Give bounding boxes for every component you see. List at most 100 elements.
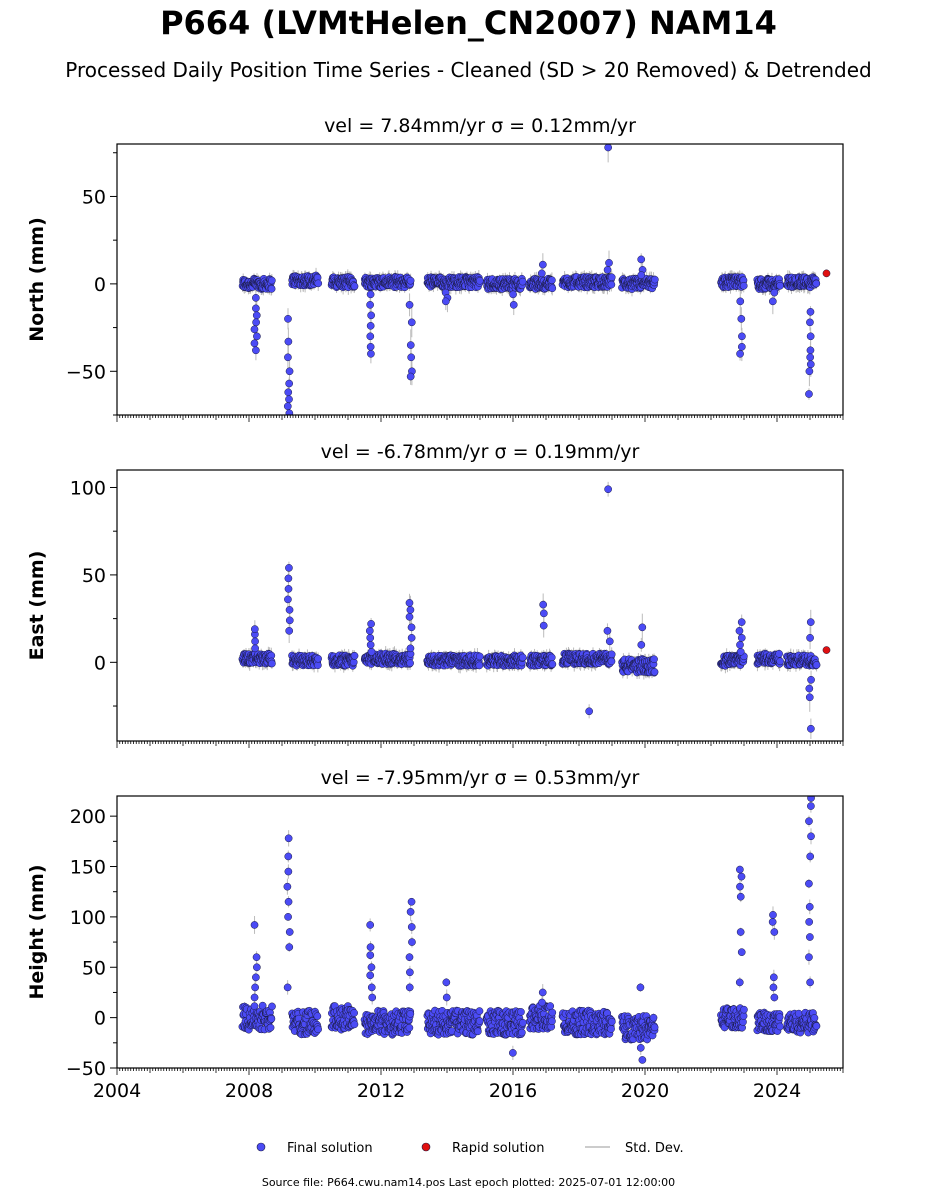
final-point	[314, 654, 322, 663]
final-point	[737, 342, 746, 351]
final-point	[585, 707, 593, 716]
final-point	[768, 297, 777, 306]
final-point	[806, 307, 815, 316]
figure-subtitle: Processed Daily Position Time Series - C…	[65, 58, 872, 82]
panel-1: vel = 7.84mm/yr σ = 0.12mm/yr North (mm)−…	[26, 115, 844, 422]
final-point	[285, 564, 293, 572]
final-point	[441, 297, 450, 306]
final-point	[366, 633, 375, 642]
final-point	[367, 349, 375, 358]
final-point	[285, 627, 294, 635]
final-point	[736, 640, 744, 649]
final-point	[314, 279, 323, 288]
final-point	[284, 337, 293, 346]
final-point	[367, 620, 375, 628]
final-point	[805, 684, 814, 693]
final-point	[285, 616, 294, 625]
final-point	[547, 653, 556, 662]
final-point	[806, 353, 815, 362]
final-point	[806, 618, 815, 626]
final-point	[406, 276, 415, 285]
final-point	[267, 276, 276, 285]
final-point	[283, 402, 292, 411]
final-point	[252, 304, 260, 313]
final-point	[313, 661, 322, 670]
final-point	[284, 595, 292, 604]
panels-group: vel = 7.84mm/yr σ = 0.12mm/yr North (mm)−…	[26, 115, 844, 1102]
final-point	[776, 281, 784, 290]
final-point	[250, 325, 259, 334]
final-point	[284, 353, 292, 362]
final-point	[406, 659, 414, 667]
final-point	[607, 657, 616, 666]
final-point	[366, 640, 375, 649]
final-point	[285, 395, 293, 404]
final-point	[738, 332, 746, 341]
y-tick-label: 100	[70, 477, 106, 499]
final-point	[251, 637, 259, 646]
plot-area-1	[238, 144, 831, 415]
rapid-point	[822, 646, 831, 654]
final-point	[604, 485, 612, 494]
final-point	[539, 600, 548, 609]
final-point	[407, 318, 416, 327]
panel-frame-2	[116, 469, 844, 742]
final-point	[736, 349, 744, 358]
final-point	[406, 644, 415, 653]
rapid-point	[822, 269, 831, 278]
final-point	[537, 269, 546, 278]
final-point	[405, 301, 414, 309]
final-point	[607, 280, 616, 289]
final-point	[637, 271, 646, 279]
final-point	[736, 647, 745, 656]
final-point	[607, 650, 616, 659]
final-point	[812, 279, 821, 288]
final-point	[807, 724, 815, 733]
final-point	[405, 599, 414, 607]
final-point	[406, 341, 415, 349]
final-point	[737, 633, 746, 642]
final-point	[406, 606, 415, 614]
final-point	[366, 301, 374, 309]
final-point	[518, 653, 527, 662]
final-point	[407, 623, 416, 632]
final-point	[806, 633, 814, 642]
final-point	[806, 346, 815, 355]
y-tick-label: 0	[94, 652, 106, 674]
final-point	[285, 367, 294, 376]
final-point	[350, 651, 359, 660]
final-point	[637, 640, 646, 649]
panel-ylabel-1: North (mm)	[26, 217, 48, 342]
final-point	[775, 649, 783, 658]
final-points-1	[238, 144, 821, 415]
final-point	[807, 675, 815, 684]
final-point	[806, 332, 815, 341]
final-point	[603, 266, 612, 274]
final-point	[806, 318, 814, 327]
plot-area-2	[238, 481, 831, 739]
final-point	[253, 332, 261, 341]
final-point	[603, 627, 612, 635]
final-point	[475, 652, 484, 661]
final-point	[605, 637, 614, 646]
final-point	[284, 585, 293, 593]
panel-ylabel-2: East (mm)	[26, 551, 48, 661]
final-point	[605, 259, 613, 267]
final-point	[366, 290, 375, 299]
final-point	[252, 346, 260, 355]
final-point	[539, 260, 547, 269]
final-point	[805, 367, 814, 376]
final-point	[509, 301, 518, 309]
y-tick-label: 50	[82, 565, 106, 587]
final-point	[251, 644, 259, 653]
final-point	[518, 277, 527, 286]
final-point	[252, 294, 260, 302]
final-point	[812, 661, 821, 669]
final-point	[350, 282, 359, 291]
final-point	[539, 621, 548, 630]
final-point	[638, 623, 647, 632]
final-point	[252, 311, 261, 320]
final-point	[407, 353, 416, 362]
final-point	[735, 627, 744, 635]
stddev-bars-2	[241, 481, 818, 739]
